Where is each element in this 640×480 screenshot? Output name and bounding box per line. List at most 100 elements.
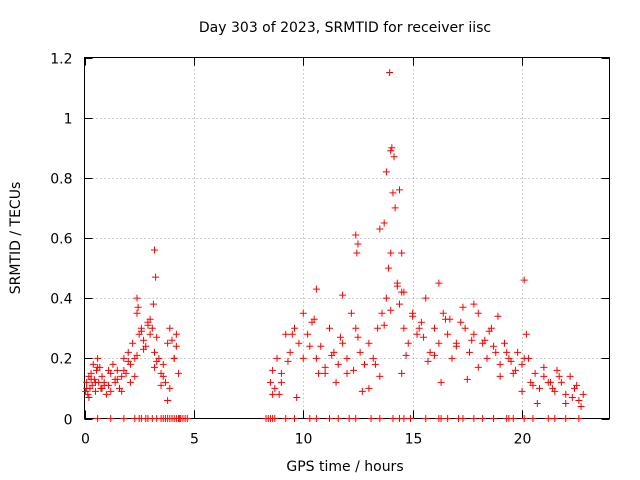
data-point xyxy=(164,339,172,347)
data-point xyxy=(113,366,121,374)
data-point xyxy=(170,354,178,362)
data-point xyxy=(439,309,447,317)
data-point xyxy=(529,415,537,422)
data-point xyxy=(157,381,165,389)
data-point xyxy=(393,282,401,290)
y-tick-label: 0 xyxy=(64,413,73,429)
data-point xyxy=(166,324,174,332)
data-point xyxy=(93,366,101,374)
data-point xyxy=(509,415,517,422)
data-point xyxy=(496,372,504,380)
y-tick-label: 0.6 xyxy=(50,232,72,248)
data-point xyxy=(153,333,161,341)
data-point xyxy=(452,342,460,350)
data-point xyxy=(133,351,141,359)
data-point xyxy=(87,369,95,377)
data-point xyxy=(306,415,314,422)
data-point xyxy=(161,378,169,386)
data-point xyxy=(91,378,99,386)
data-point xyxy=(448,354,456,362)
data-point xyxy=(396,186,403,194)
data-point xyxy=(382,168,390,176)
data-point xyxy=(304,330,312,338)
data-point xyxy=(326,324,333,332)
data-point xyxy=(146,315,154,323)
data-point xyxy=(492,348,500,356)
data-point xyxy=(518,387,526,395)
data-point xyxy=(474,309,482,317)
x-axis-label: GPS time / hours xyxy=(286,459,403,475)
data-point xyxy=(118,372,126,380)
data-point xyxy=(577,402,585,410)
data-point xyxy=(376,415,384,422)
data-point xyxy=(481,336,489,344)
data-point xyxy=(299,354,307,362)
data-point xyxy=(544,415,552,422)
data-point xyxy=(494,312,502,320)
data-point xyxy=(105,366,113,374)
y-tick-label: 1 xyxy=(64,112,73,128)
data-point xyxy=(94,354,102,362)
data-point xyxy=(332,378,340,386)
data-point xyxy=(575,415,583,422)
data-point xyxy=(387,306,395,314)
data-point xyxy=(120,415,128,422)
data-point xyxy=(91,387,99,395)
data-point xyxy=(172,330,180,338)
data-point xyxy=(140,336,148,344)
data-point xyxy=(422,415,430,422)
data-point xyxy=(345,415,353,422)
data-point xyxy=(354,333,362,341)
data-point xyxy=(175,369,183,377)
data-point xyxy=(312,285,320,293)
data-point xyxy=(315,369,323,377)
data-point xyxy=(531,369,539,377)
data-point xyxy=(291,415,298,422)
data-point xyxy=(153,357,161,365)
x-tick-label: 10 xyxy=(295,432,313,448)
data-point xyxy=(321,369,329,377)
data-point xyxy=(107,415,115,422)
data-point xyxy=(376,372,384,380)
data-point xyxy=(437,378,445,386)
data-point xyxy=(336,333,344,341)
data-point xyxy=(507,357,515,365)
data-point xyxy=(406,415,414,422)
data-point xyxy=(388,144,396,152)
data-point xyxy=(159,360,167,368)
data-point xyxy=(380,219,388,227)
data-point xyxy=(166,384,174,392)
data-point xyxy=(266,378,274,386)
data-point xyxy=(144,321,152,329)
data-point xyxy=(83,384,91,392)
data-point xyxy=(463,375,471,383)
data-point xyxy=(387,249,395,257)
data-point xyxy=(579,390,587,398)
data-point xyxy=(343,369,351,377)
data-point xyxy=(152,273,160,281)
data-point xyxy=(295,339,303,347)
data-point xyxy=(88,381,96,389)
data-point xyxy=(365,339,373,347)
data-point xyxy=(269,390,277,398)
data-point xyxy=(111,375,119,383)
data-point xyxy=(522,330,530,338)
data-point xyxy=(129,339,137,347)
data-point xyxy=(299,309,307,317)
data-point xyxy=(98,384,106,392)
data-points xyxy=(82,69,587,422)
data-point xyxy=(367,415,375,422)
data-point xyxy=(386,69,394,77)
data-point xyxy=(562,390,570,398)
data-point xyxy=(126,378,134,386)
data-point xyxy=(398,249,406,257)
data-point xyxy=(124,357,132,365)
data-point xyxy=(520,276,528,284)
data-point xyxy=(347,309,355,317)
data-point xyxy=(312,354,320,362)
data-point xyxy=(413,330,421,338)
data-point xyxy=(529,381,537,389)
data-point xyxy=(415,324,423,332)
data-point xyxy=(350,366,358,374)
x-tick-label: 0 xyxy=(81,432,90,448)
